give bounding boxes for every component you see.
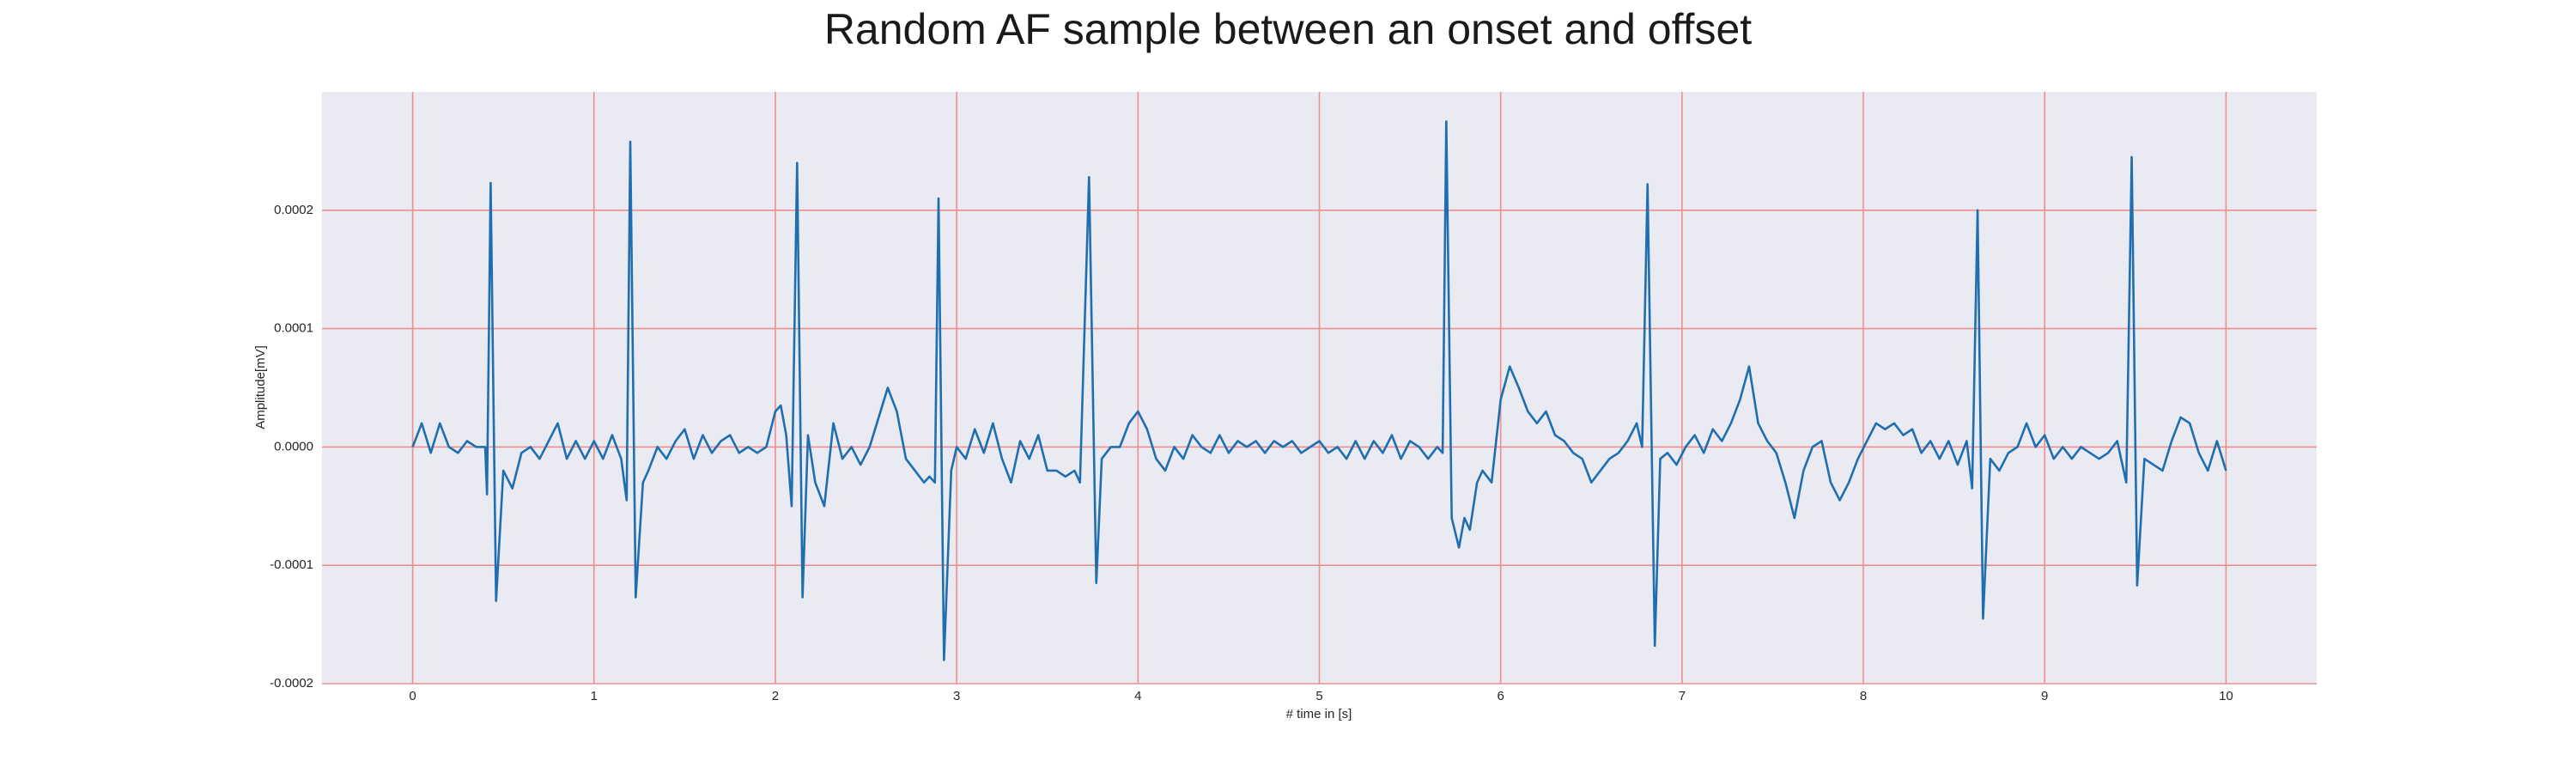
x-tick-label: 9 [2041,689,2048,703]
x-tick-label: 10 [2219,689,2233,703]
x-tick-label: 1 [591,689,598,703]
y-axis-label: Amplitude[mV] [253,345,268,429]
x-tick-label: 8 [1860,689,1867,703]
x-tick-label: 0 [409,689,416,703]
x-tick-label: 2 [772,689,779,703]
y-tick-label: -0.0002 [270,676,313,691]
y-tick-label: 0.0000 [274,439,313,453]
x-tick-label: 4 [1134,689,1141,703]
y-tick-label: -0.0001 [270,557,313,572]
chart-title: Random AF sample between an onset and of… [824,5,1752,53]
x-tick-label: 6 [1498,689,1504,703]
signal-line [411,120,2227,661]
plot-marks [411,120,2227,661]
x-tick-label: 3 [953,689,960,703]
grid [322,92,2317,685]
x-tick-label: 7 [1679,689,1686,703]
x-tick-label: 5 [1315,689,1322,703]
y-tick-label: 0.0001 [274,321,313,336]
x-axis-label: # time in [s] [1286,707,1352,721]
y-tick-label: 0.0002 [274,203,313,217]
